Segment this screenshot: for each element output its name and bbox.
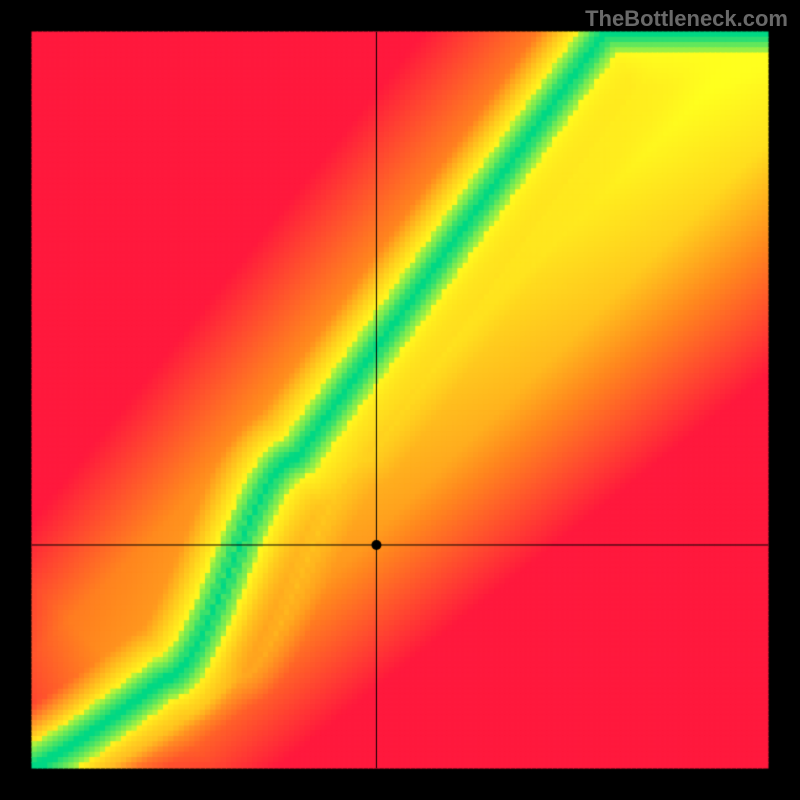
watermark-text: TheBottleneck.com xyxy=(585,6,788,32)
bottleneck-heatmap xyxy=(0,0,800,800)
chart-container: TheBottleneck.com xyxy=(0,0,800,800)
